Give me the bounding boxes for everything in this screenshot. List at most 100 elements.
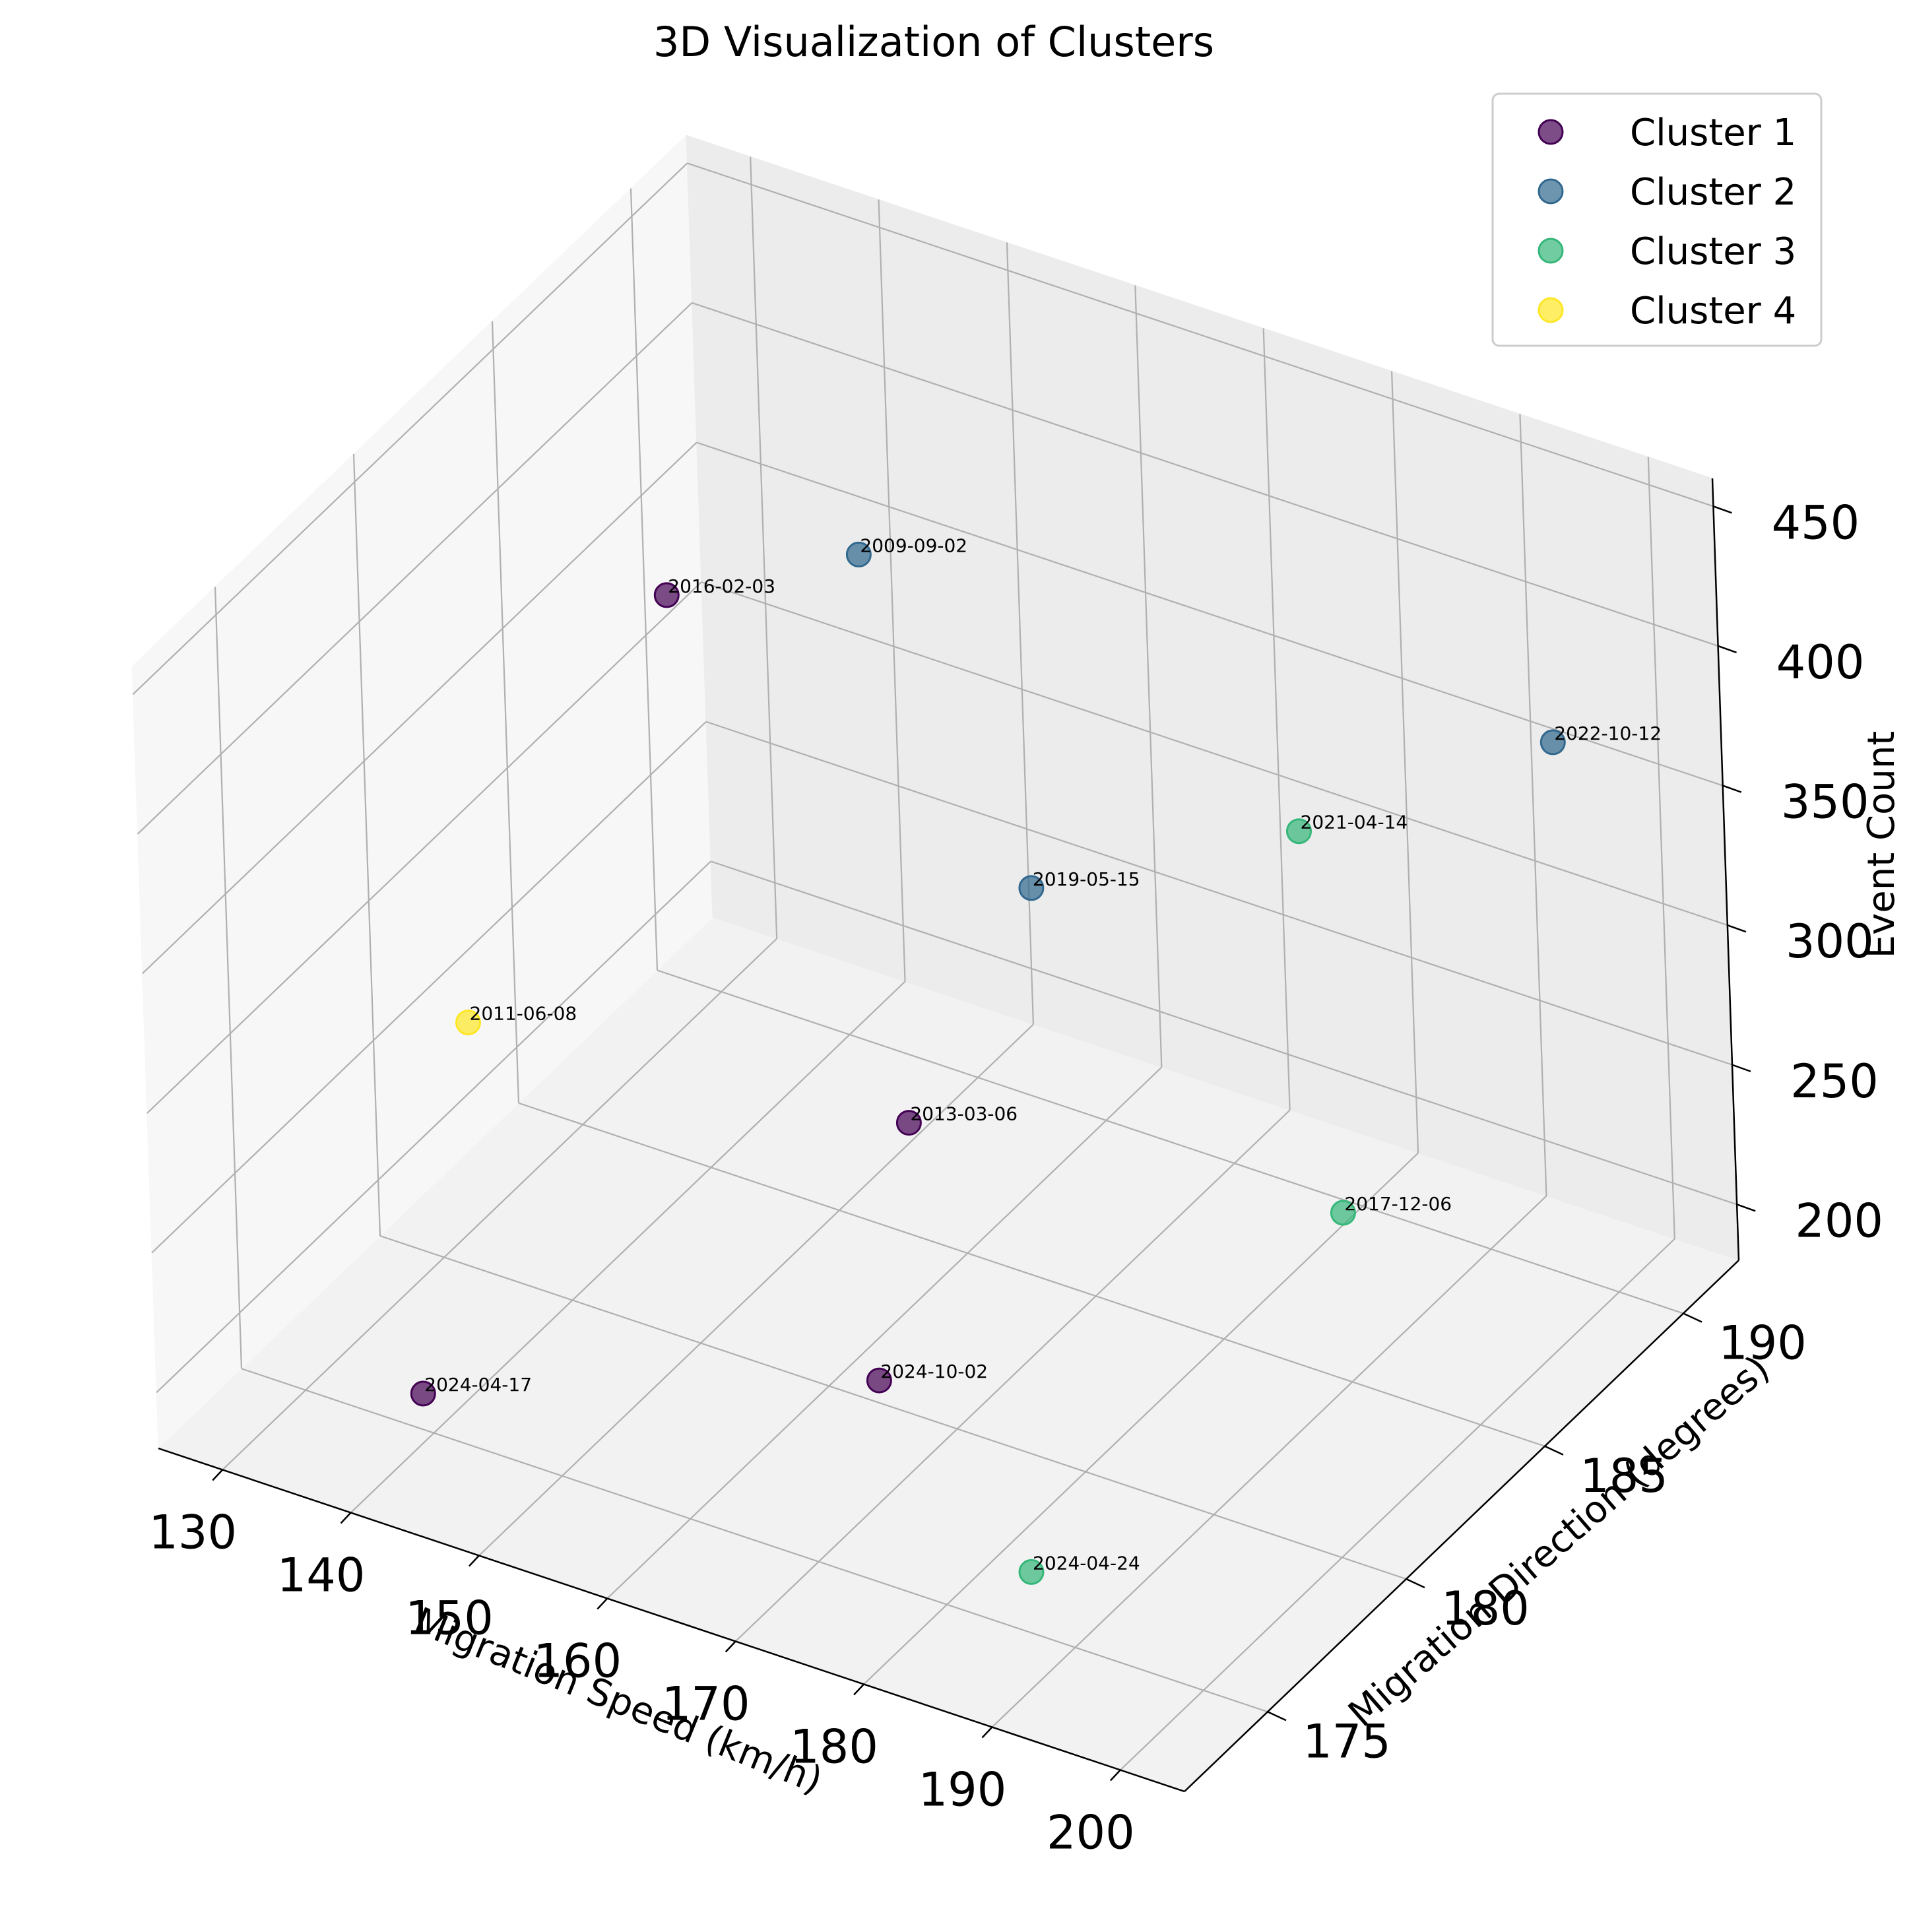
z-tick-label: 300 xyxy=(1786,915,1874,969)
grid-line-z-left xyxy=(146,581,702,1114)
grid-line-y-floor xyxy=(379,1235,1407,1580)
z-tick-label: 350 xyxy=(1781,775,1869,829)
point-date-label: 2019-05-15 xyxy=(1033,868,1140,890)
grid-line-z-back xyxy=(687,162,1714,507)
point-date-label: 2017-12-06 xyxy=(1344,1193,1452,1215)
scatter-point xyxy=(895,1110,922,1136)
scatter-point xyxy=(653,582,680,608)
grid-line-z-back xyxy=(705,721,1733,1066)
point-date-label: 2016-02-03 xyxy=(668,575,775,597)
z-tick xyxy=(1736,1204,1756,1212)
point-date-label: 2011-06-08 xyxy=(470,1003,577,1025)
scatter-point xyxy=(455,1010,481,1036)
legend-items: Cluster 1 Cluster 2 Cluster 3 Cluster 4 xyxy=(1538,112,1796,333)
tick-marks xyxy=(212,505,1756,1782)
grid-line-x-floor xyxy=(734,1109,1291,1642)
x-tick xyxy=(853,1683,864,1696)
grid-line-x-floor xyxy=(606,1066,1163,1599)
grid-line-x-back xyxy=(1647,457,1675,1239)
grid-line-x-floor xyxy=(478,1023,1034,1557)
z-tick-label: 450 xyxy=(1772,496,1860,550)
grid-line-y-left xyxy=(352,453,381,1237)
point-date-label: 2009-09-02 xyxy=(860,534,967,556)
x-tick xyxy=(212,1469,224,1481)
legend-marker xyxy=(1538,119,1564,145)
grid-line-x-floor xyxy=(350,981,906,1514)
grid-line-x-back xyxy=(1390,371,1419,1153)
grid-line-z-back xyxy=(696,441,1724,787)
grid-line-x-floor xyxy=(863,1152,1419,1685)
z-tick xyxy=(1713,505,1732,514)
x-tick-label: 180 xyxy=(790,1720,878,1774)
z-tick xyxy=(1718,645,1737,654)
point-date-label: 2024-04-24 xyxy=(1033,1552,1140,1574)
legend-marker xyxy=(1538,178,1564,205)
x-tick-label: 130 xyxy=(148,1506,237,1560)
x-tick-label: 170 xyxy=(662,1677,750,1731)
grid-line-z-left xyxy=(137,302,693,835)
grid-line-z-left xyxy=(132,162,688,695)
grid-line-x-floor xyxy=(1120,1238,1675,1771)
grid-line-x-back xyxy=(878,199,906,982)
grid-line-z-back xyxy=(701,581,1728,926)
point-labels: 2016-02-03 2013-03-06 2024-10-02 2024-04-17… xyxy=(424,534,1662,1574)
z-axis-label: Event Count xyxy=(1860,731,1903,959)
grid-line-z-back xyxy=(692,302,1718,647)
scatter-point xyxy=(1018,875,1045,901)
scatter-point xyxy=(845,541,872,567)
legend: Cluster 1 Cluster 2 Cluster 3 Cluster 4 xyxy=(1491,92,1823,347)
grid-line-z-back xyxy=(710,860,1737,1206)
point-date-label: 2022-10-12 xyxy=(1554,723,1662,744)
x-tick-label: 160 xyxy=(534,1634,622,1689)
legend-entry-label: Cluster 2 xyxy=(1630,171,1796,214)
grid-line-z-left xyxy=(151,721,707,1254)
grid-line-z-left xyxy=(141,441,697,975)
y-tick xyxy=(1544,1445,1564,1456)
scatter-point xyxy=(410,1380,436,1407)
legend-entry-label: Cluster 1 xyxy=(1630,112,1796,154)
x-tick xyxy=(725,1640,736,1653)
z-tick xyxy=(1727,924,1747,933)
y-tick-label: 180 xyxy=(1441,1582,1530,1636)
z-tick xyxy=(1732,1064,1751,1072)
z-tick-label: 400 xyxy=(1776,635,1865,690)
y-axis-line xyxy=(1184,1260,1739,1792)
y-tick xyxy=(1683,1312,1702,1323)
axis-lines xyxy=(158,478,1740,1793)
y-tick-label: 190 xyxy=(1718,1316,1807,1370)
scatter-point xyxy=(866,1367,892,1394)
x-tick-label: 140 xyxy=(277,1549,366,1603)
y-tick-label: 175 xyxy=(1303,1714,1391,1768)
scatter-point xyxy=(1286,818,1312,845)
z-tick xyxy=(1722,785,1742,793)
x-tick xyxy=(469,1555,480,1567)
tick-labels: 130 140 150 160 170 180 190 200 175 180 185 190 200 2… xyxy=(148,496,1883,1859)
scatter-point xyxy=(1018,1559,1045,1585)
point-date-label: 2024-04-17 xyxy=(424,1374,532,1396)
z-tick-label: 250 xyxy=(1790,1054,1879,1109)
data-points xyxy=(410,541,1566,1585)
grid-line-x-back xyxy=(1262,328,1291,1111)
grid-line-x-floor xyxy=(222,938,777,1471)
point-date-label: 2024-10-02 xyxy=(880,1361,988,1382)
chart-title: 3D Visualization of Clusters xyxy=(653,18,1214,66)
point-date-label: 2021-04-14 xyxy=(1301,812,1408,833)
point-date-label: 2013-03-06 xyxy=(910,1103,1018,1125)
grid-line-y-floor xyxy=(657,969,1684,1314)
grid-line-y-floor xyxy=(241,1368,1268,1713)
grid-line-x-back xyxy=(1134,285,1163,1068)
grid-line-y-left xyxy=(491,321,520,1103)
grid-line-x-floor xyxy=(991,1195,1547,1728)
scatter-point xyxy=(1330,1200,1356,1226)
grid-line-y-left xyxy=(214,587,243,1369)
legend-entry-label: Cluster 4 xyxy=(1630,290,1796,333)
grid-line-y-floor xyxy=(518,1102,1545,1447)
legend-marker xyxy=(1538,297,1564,323)
x-tick xyxy=(1109,1769,1121,1782)
y-tick-label: 185 xyxy=(1580,1449,1668,1503)
grid-line-z-left xyxy=(156,860,711,1394)
x-tick xyxy=(340,1512,352,1524)
x-tick-label: 200 xyxy=(1047,1806,1135,1860)
